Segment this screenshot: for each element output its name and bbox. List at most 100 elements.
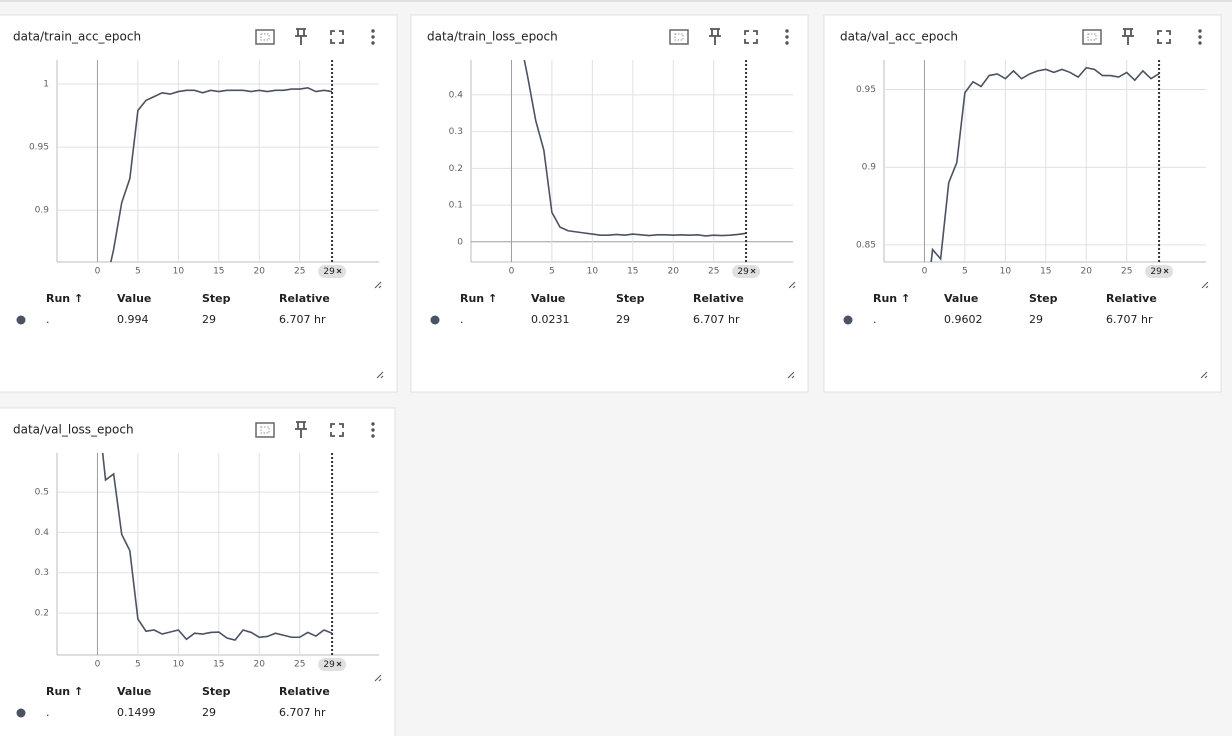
- x-tick-label: 0: [95, 660, 101, 670]
- x-tick-label: 5: [549, 267, 555, 277]
- y-tick-label: 0.5: [35, 488, 49, 498]
- step-badge[interactable]: 29: [732, 265, 761, 278]
- step-badge[interactable]: 29: [1145, 265, 1174, 278]
- y-tick-label: 0.9: [35, 206, 50, 216]
- menu-icon[interactable]: [371, 422, 375, 438]
- icon-shape: [330, 423, 344, 437]
- fullscreen-icon[interactable]: [330, 30, 344, 44]
- y-tick-label: 0.4: [449, 90, 464, 100]
- y-tick-label: 0.2: [35, 609, 49, 619]
- menu-icon[interactable]: [1198, 29, 1202, 45]
- resize-handle: [1200, 371, 1208, 379]
- icon-shape: [260, 426, 270, 434]
- x-tick-label: 15: [1040, 267, 1051, 277]
- fit-icon[interactable]: [255, 29, 275, 45]
- card: [0, 14, 398, 393]
- menu-icon[interactable]: [371, 29, 375, 45]
- pin-icon[interactable]: [709, 28, 721, 45]
- series-line: [101, 453, 333, 641]
- icon-shape: [674, 33, 684, 41]
- table-relative: 6.707 hr: [693, 313, 740, 326]
- pin-icon[interactable]: [295, 421, 307, 438]
- x-tick-label: 25: [294, 267, 305, 277]
- icon-shape: [371, 422, 375, 426]
- badge-label: 29: [1150, 267, 1162, 277]
- icon-shape: [295, 421, 307, 438]
- fit-icon[interactable]: [1082, 29, 1102, 45]
- table-header: Relative: [279, 685, 330, 698]
- card-title: data/val_acc_epoch: [840, 30, 958, 44]
- icon-shape: [1198, 41, 1202, 45]
- badge-label: 29: [323, 267, 335, 277]
- resize-handle: [788, 281, 796, 289]
- table-relative: 6.707 hr: [279, 313, 326, 326]
- icon-shape: [744, 30, 758, 44]
- badge-label: 29: [323, 660, 335, 670]
- table-step: 29: [202, 313, 216, 326]
- icon-shape: [1198, 35, 1202, 39]
- icon-shape: [371, 35, 375, 39]
- badge-bg: [732, 265, 761, 278]
- x-tick-label: 15: [213, 660, 224, 670]
- x-tick-label: 10: [587, 267, 599, 277]
- badge-close: [750, 268, 756, 274]
- y-tick-label: 0: [457, 237, 463, 247]
- badge-bg: [318, 265, 347, 278]
- step-badge[interactable]: 29: [318, 658, 347, 671]
- y-tick-label: 0.3: [35, 568, 49, 578]
- x-tick-label: 0: [95, 267, 101, 277]
- x-tick-label: 0: [509, 267, 515, 277]
- table-header: Relative: [1106, 292, 1157, 305]
- card-title: data/train_loss_epoch: [427, 30, 558, 44]
- table-value: 0.994: [117, 313, 149, 326]
- icon-shape: [785, 29, 789, 33]
- table-step: 29: [1029, 313, 1043, 326]
- table-value: 0.0231: [531, 313, 570, 326]
- y-tick-label: 0.3: [449, 127, 463, 137]
- table-relative: 6.707 hr: [1106, 313, 1153, 326]
- pin-icon[interactable]: [295, 28, 307, 45]
- table-header: Step: [1029, 292, 1058, 305]
- menu-icon[interactable]: [785, 29, 789, 45]
- table-header: Run ↑: [873, 292, 910, 305]
- badge-bg: [1145, 265, 1174, 278]
- series-line: [110, 86, 333, 262]
- icon-shape: [255, 29, 275, 45]
- series-line: [523, 60, 747, 237]
- icon-shape: [371, 41, 375, 45]
- x-tick-label: 10: [173, 660, 185, 670]
- pin-icon[interactable]: [1122, 28, 1134, 45]
- resize-handle: [374, 674, 382, 682]
- card: [410, 14, 809, 393]
- card-title: data/train_acc_epoch: [13, 30, 141, 44]
- run-name: .: [873, 313, 877, 326]
- icon-shape: [669, 29, 689, 45]
- fit-icon[interactable]: [669, 29, 689, 45]
- y-tick-label: 0.85: [856, 240, 876, 250]
- x-tick-label: 10: [1000, 267, 1012, 277]
- x-tick-label: 20: [668, 267, 680, 277]
- run-swatch: [430, 315, 440, 325]
- x-tick-label: 0: [922, 267, 928, 277]
- fit-icon[interactable]: [255, 422, 275, 438]
- table-header: Step: [202, 685, 231, 698]
- card-title: data/val_loss_epoch: [13, 423, 134, 437]
- table-header: Run ↑: [46, 292, 83, 305]
- y-tick-label: 0.95: [856, 85, 876, 95]
- fullscreen-icon[interactable]: [330, 423, 344, 437]
- table-header: Value: [531, 292, 565, 305]
- fullscreen-icon[interactable]: [744, 30, 758, 44]
- x-tick-label: 15: [627, 267, 638, 277]
- badge-close: [336, 268, 342, 274]
- series-line: [930, 66, 1160, 262]
- fullscreen-icon[interactable]: [1157, 30, 1171, 44]
- icon-shape: [1087, 33, 1097, 41]
- run-swatch: [843, 315, 853, 325]
- table-header: Relative: [693, 292, 744, 305]
- step-badge[interactable]: 29: [318, 265, 347, 278]
- resize-handle: [1201, 281, 1209, 289]
- icon-shape: [1082, 29, 1102, 45]
- icon-shape: [330, 30, 344, 44]
- icon-shape: [371, 434, 375, 438]
